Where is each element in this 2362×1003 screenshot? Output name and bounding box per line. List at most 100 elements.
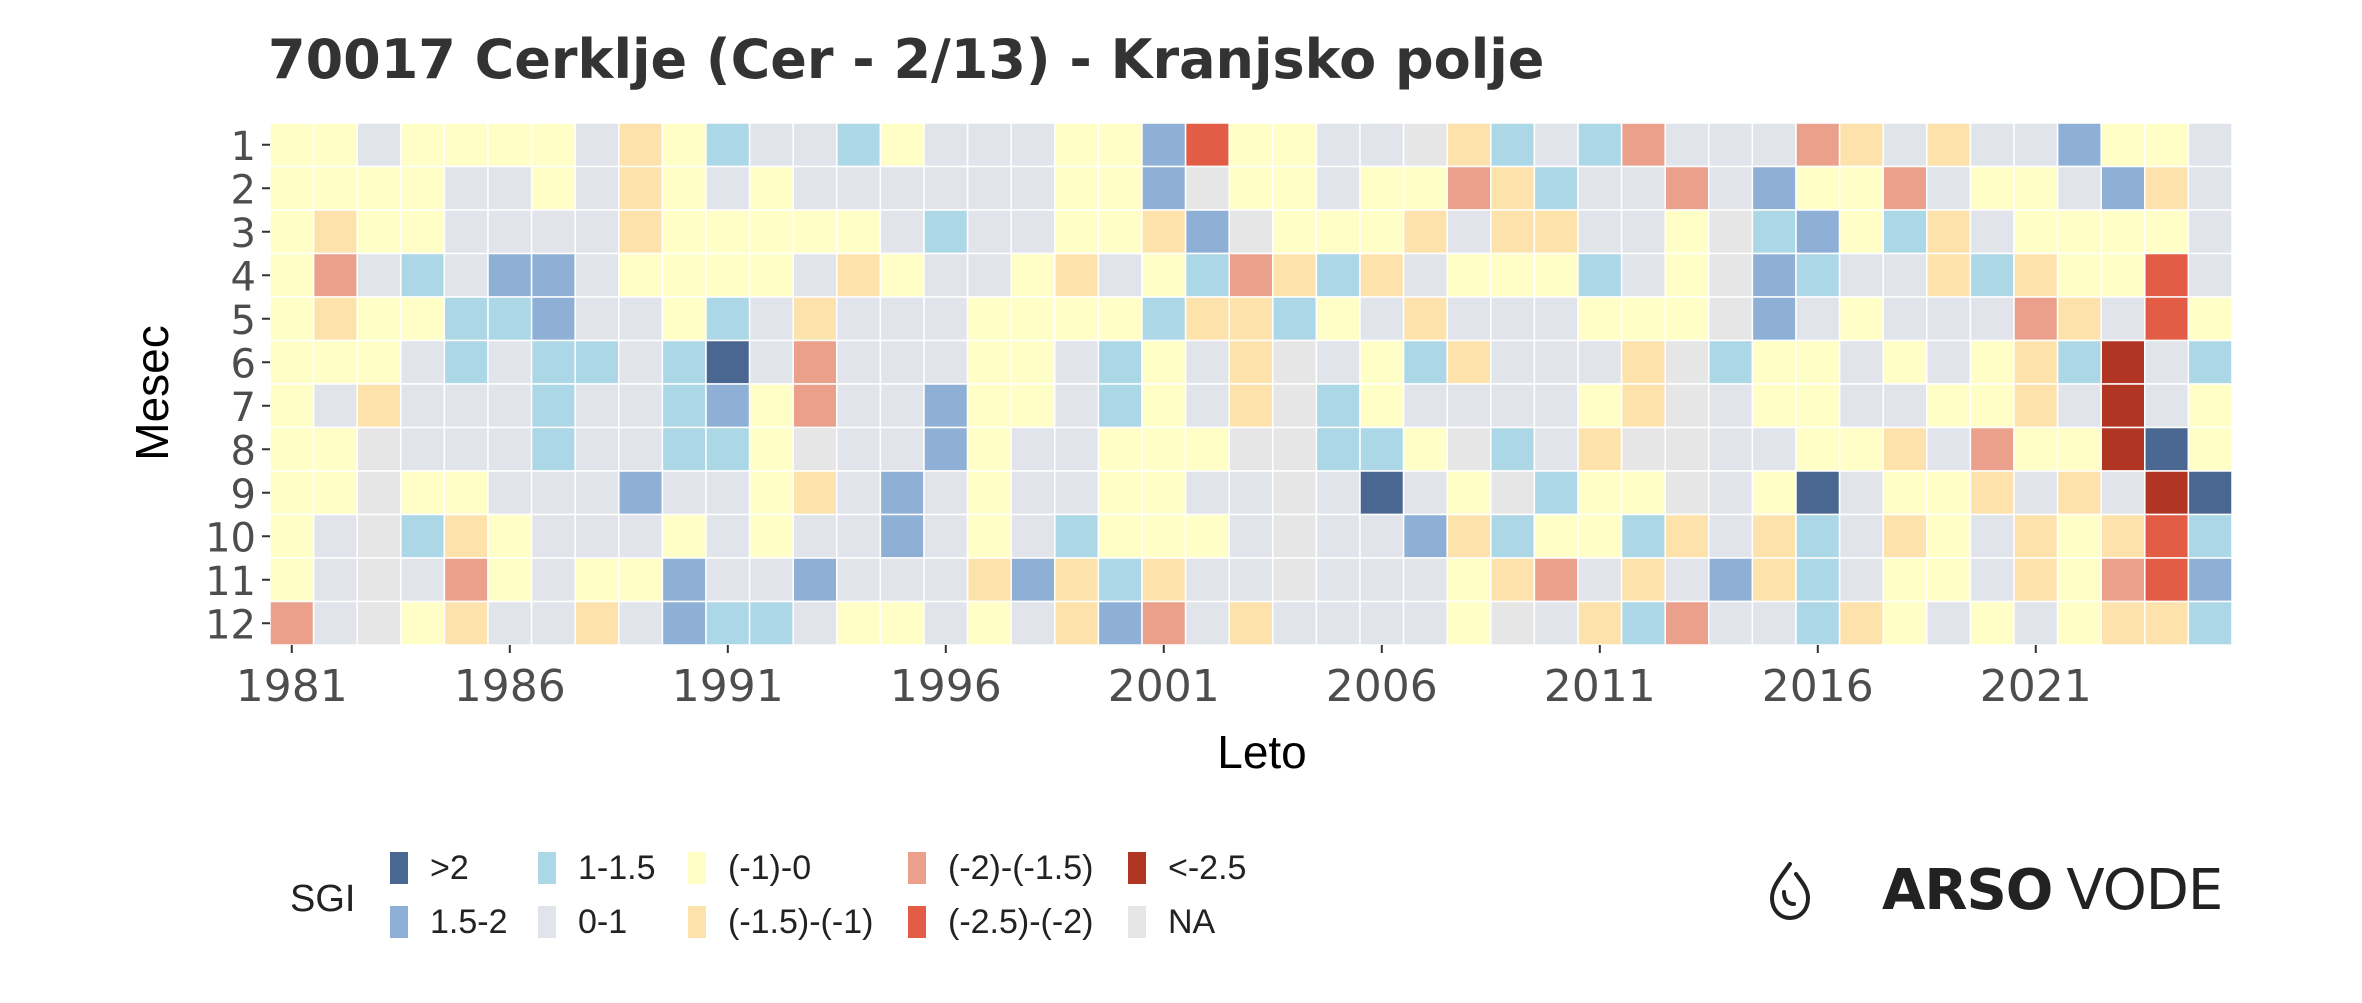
heatmap-cell xyxy=(1926,426,1972,472)
heatmap-cell xyxy=(530,513,576,559)
heatmap-cell xyxy=(1926,600,1972,646)
heatmap-cell xyxy=(1708,426,1754,472)
legend-item: <-2.5 xyxy=(1128,848,1246,888)
heatmap-cell xyxy=(400,209,446,255)
heatmap-cell xyxy=(879,513,925,559)
heatmap-cell xyxy=(1141,470,1187,516)
heatmap-cell xyxy=(966,122,1012,168)
heatmap-cell xyxy=(312,339,358,385)
heatmap-cell xyxy=(1272,339,1318,385)
heatmap-cell xyxy=(2056,165,2102,211)
heatmap-cell xyxy=(1010,513,1056,559)
heatmap-cell xyxy=(1490,252,1536,298)
heatmap-cell xyxy=(530,252,576,298)
heatmap-cell xyxy=(269,557,315,603)
heatmap-cell xyxy=(836,513,882,559)
heatmap-cell xyxy=(1620,165,1666,211)
heatmap-cell xyxy=(2100,470,2146,516)
heatmap-cell xyxy=(1708,122,1754,168)
heatmap-cell xyxy=(1097,209,1143,255)
heatmap-cell xyxy=(1533,557,1579,603)
heatmap-cell xyxy=(2056,383,2102,429)
heatmap-cell xyxy=(1620,209,1666,255)
heatmap-cell xyxy=(1141,122,1187,168)
heatmap-cell xyxy=(1838,296,1884,342)
heatmap-cell xyxy=(1490,383,1536,429)
heatmap-cell xyxy=(1272,165,1318,211)
heatmap-cell xyxy=(1010,165,1056,211)
heatmap-cell xyxy=(1490,557,1536,603)
heatmap-cell xyxy=(1184,209,1230,255)
heatmap-cell xyxy=(2100,383,2146,429)
heatmap-cell xyxy=(1708,165,1754,211)
heatmap-cell xyxy=(1490,209,1536,255)
heatmap-cell xyxy=(1097,600,1143,646)
heatmap-cell xyxy=(1882,209,1928,255)
heatmap-cell xyxy=(269,600,315,646)
heatmap-cell xyxy=(1184,470,1230,516)
heatmap-cell xyxy=(312,557,358,603)
heatmap-cell xyxy=(2100,513,2146,559)
heatmap-cell xyxy=(1795,165,1841,211)
heatmap-cell xyxy=(443,122,489,168)
heatmap-cell xyxy=(966,383,1012,429)
heatmap-cell xyxy=(530,557,576,603)
heatmap-cell xyxy=(879,165,925,211)
heatmap-cell xyxy=(836,165,882,211)
heatmap-cell xyxy=(661,600,707,646)
heatmap-cell xyxy=(312,383,358,429)
heatmap-cell xyxy=(400,296,446,342)
heatmap-cell xyxy=(1054,165,1100,211)
y-tick-label: 12 xyxy=(205,602,256,648)
heatmap-cell xyxy=(1054,209,1100,255)
heatmap-cell xyxy=(2187,513,2233,559)
heatmap-cell xyxy=(1402,122,1448,168)
heatmap-cell xyxy=(1838,209,1884,255)
heatmap-cell xyxy=(2056,470,2102,516)
heatmap-cell xyxy=(748,122,794,168)
heatmap-cell xyxy=(1402,339,1448,385)
heatmap-cell xyxy=(1097,339,1143,385)
heatmap-cell xyxy=(2144,296,2190,342)
heatmap-cell xyxy=(2013,296,2059,342)
heatmap-cells xyxy=(269,122,2233,646)
heatmap-cell xyxy=(443,209,489,255)
legend-item: (-2)-(-1.5) xyxy=(908,848,1093,888)
heatmap-cell xyxy=(966,339,1012,385)
heatmap-cell xyxy=(530,339,576,385)
heatmap-cell xyxy=(661,296,707,342)
heatmap-cell xyxy=(1838,122,1884,168)
heatmap-cell xyxy=(1228,296,1274,342)
heatmap-cell xyxy=(1926,296,1972,342)
heatmap-cell xyxy=(966,426,1012,472)
heatmap-cell xyxy=(1228,600,1274,646)
heatmap-cell xyxy=(1402,209,1448,255)
heatmap-cell xyxy=(1315,339,1361,385)
heatmap-cell xyxy=(312,296,358,342)
heatmap-cell xyxy=(530,383,576,429)
legend-swatch xyxy=(908,906,926,938)
heatmap-cell xyxy=(661,209,707,255)
heatmap-cell xyxy=(1620,470,1666,516)
heatmap-cell xyxy=(530,600,576,646)
heatmap-cell xyxy=(1577,339,1623,385)
heatmap-cell xyxy=(2144,470,2190,516)
heatmap-cell xyxy=(2144,513,2190,559)
heatmap-cell xyxy=(574,296,620,342)
heatmap-cell xyxy=(2187,209,2233,255)
heatmap-cell xyxy=(1228,252,1274,298)
heatmap-cell xyxy=(1533,122,1579,168)
heatmap-cell xyxy=(836,209,882,255)
heatmap-cell xyxy=(269,165,315,211)
heatmap-cell xyxy=(1359,339,1405,385)
heatmap-cell xyxy=(836,339,882,385)
heatmap-cell xyxy=(2056,513,2102,559)
heatmap-cell xyxy=(2100,252,2146,298)
heatmap-cell xyxy=(661,339,707,385)
heatmap-cell xyxy=(1838,383,1884,429)
legend-title: SGI xyxy=(290,878,356,920)
heatmap-cell xyxy=(443,383,489,429)
heatmap-cell xyxy=(1620,513,1666,559)
heatmap-cell xyxy=(1969,296,2015,342)
heatmap-cell xyxy=(574,122,620,168)
